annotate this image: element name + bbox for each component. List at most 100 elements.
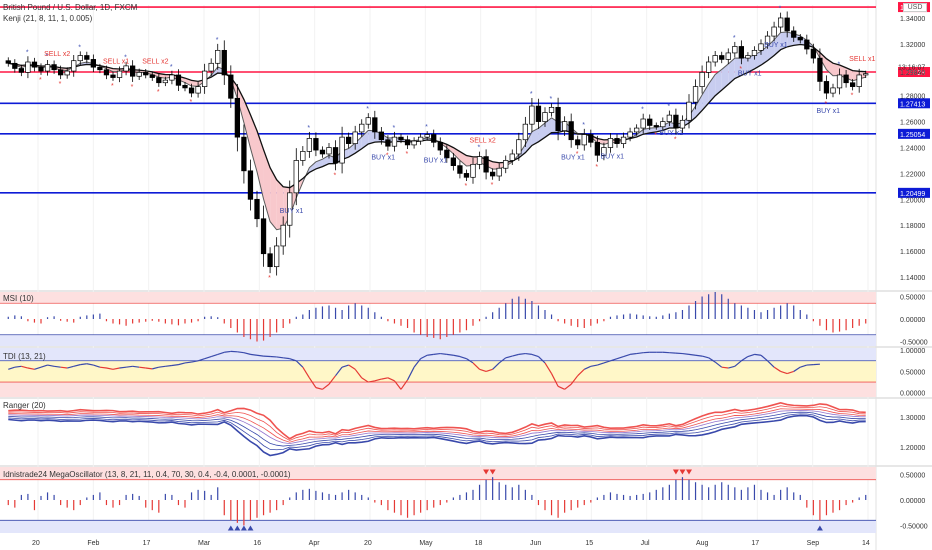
indicator-tick-label: 1.00000	[900, 348, 925, 355]
cloud-segment	[747, 54, 755, 73]
candle-body	[71, 60, 77, 72]
tdi-line-segment	[440, 352, 447, 355]
level-tag	[898, 98, 930, 109]
level-tag	[898, 67, 930, 78]
tdi-line-segment	[67, 365, 74, 369]
candle-body	[620, 136, 627, 144]
tdi-line-segment	[106, 367, 114, 370]
candle-body	[647, 118, 653, 126]
sell-arrow	[679, 469, 686, 475]
mega-title: Idnistrade24 MegaOscillator (13, 8, 21, …	[3, 470, 291, 479]
candle-body	[594, 141, 601, 156]
candle-body	[156, 77, 162, 84]
tdi-line-segment	[610, 358, 618, 362]
time-tick-label: May	[419, 540, 433, 547]
candle-body	[188, 87, 195, 94]
sell-arrow	[489, 469, 496, 475]
cloud-segment	[250, 114, 257, 172]
cloud-segment	[715, 69, 722, 96]
chart-header: British Pound / U.S. Dollar, 1D, FXCM Ke…	[3, 2, 137, 24]
tdi-line-segment	[152, 366, 159, 370]
tdi-line-segment	[243, 352, 251, 355]
price-tick-label: 1.22000	[900, 171, 925, 178]
candle-body	[784, 17, 790, 32]
candle-body	[123, 65, 129, 72]
tdi-line-segment	[590, 364, 598, 367]
currency-badge[interactable]: USD	[903, 3, 927, 12]
tdi-line-segment	[54, 365, 61, 368]
candle-body	[836, 74, 843, 89]
tdi-pane: 1.00000 0.50000 0.00000	[0, 348, 925, 398]
ranger-band-line	[8, 414, 866, 457]
candle-body	[627, 131, 633, 138]
candle-body	[260, 218, 267, 255]
candle-body	[234, 97, 241, 138]
cloud-segment	[819, 52, 827, 70]
candle-body	[365, 117, 371, 125]
trough-star: *	[406, 151, 409, 158]
tdi-line-segment	[381, 377, 389, 380]
sell-arrow	[672, 469, 679, 475]
indicator-tick-label: 0.50000	[900, 295, 925, 302]
msi-title: MSI (10)	[3, 294, 34, 303]
tdi-line-segment	[695, 354, 703, 357]
tdi-line-segment	[420, 354, 428, 360]
trough-star: *	[576, 151, 579, 158]
ranger-title: Ranger (20)	[3, 401, 46, 410]
tdi-line-segment	[623, 353, 631, 358]
candle-body	[241, 136, 247, 172]
peak-star: *	[641, 107, 644, 114]
tdi-line-segment	[191, 360, 199, 363]
trough-star: *	[268, 275, 271, 282]
candle-body	[57, 69, 64, 76]
peak-star: *	[366, 106, 369, 113]
candle-body	[215, 49, 221, 64]
time-tick-label: Jul	[641, 540, 650, 547]
peak-star: *	[550, 96, 553, 103]
candle-body	[450, 157, 457, 166]
tdi-line-segment	[93, 364, 101, 368]
peak-star: *	[582, 122, 585, 129]
candle-body	[44, 64, 51, 72]
candle-body	[169, 74, 175, 81]
tdi-line-segment	[204, 355, 212, 360]
buy-signal-label: BUY x1	[659, 130, 683, 137]
candle-body	[404, 139, 411, 146]
tdi-line-segment	[132, 365, 140, 368]
candle-body	[601, 147, 607, 156]
kenji-cloud	[8, 31, 866, 231]
msi-pane: 0.50000 0.00000 -0.50000	[0, 292, 928, 347]
candle-body	[424, 134, 430, 138]
candle-body	[823, 81, 830, 94]
candle-body	[110, 74, 116, 78]
peak-star: *	[78, 44, 81, 51]
candle-body	[208, 62, 214, 72]
tdi-line-segment	[400, 379, 409, 390]
cloud-segment	[525, 131, 532, 153]
cloud-segment	[237, 86, 244, 123]
candle-body	[129, 65, 136, 77]
time-tick-label: 20	[364, 540, 372, 547]
tdi-line-segment	[34, 366, 42, 370]
candle-body	[254, 198, 260, 220]
candle-body	[38, 66, 44, 72]
price-tick-label: 1.34000	[900, 16, 925, 23]
candle-body	[143, 72, 149, 76]
time-tick-label: 18	[475, 540, 483, 547]
candle-body	[732, 46, 738, 54]
sell-arrow	[483, 469, 490, 475]
cloud-segment	[728, 58, 735, 85]
candle-body	[175, 74, 182, 86]
buy-signal-label: BUY x1	[738, 71, 762, 78]
time-tick-label: Apr	[309, 540, 321, 547]
candle-body	[90, 59, 97, 68]
tdi-line-segment	[531, 353, 539, 358]
zone-band	[0, 520, 876, 533]
peak-star: *	[124, 55, 127, 62]
cloud-segment	[702, 83, 709, 111]
candle-body	[581, 134, 587, 146]
tdi-line-segment	[126, 365, 133, 368]
candle-body	[385, 139, 391, 147]
